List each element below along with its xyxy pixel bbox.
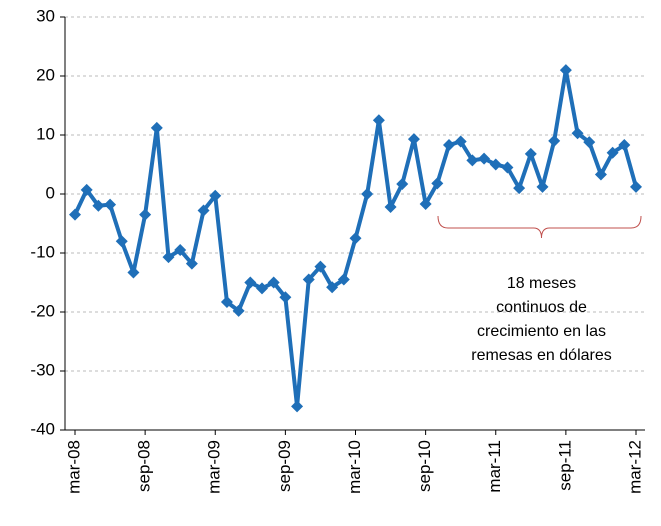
point-marker xyxy=(454,135,467,148)
point-marker xyxy=(279,291,292,304)
x-tick-label: sep-10 xyxy=(415,440,434,492)
point-marker xyxy=(244,276,257,289)
x-tick-label: sep-09 xyxy=(275,440,294,492)
point-marker xyxy=(384,200,397,213)
point-marker xyxy=(466,154,479,167)
point-marker xyxy=(197,204,210,217)
point-marker xyxy=(513,182,526,195)
y-tick-label: -10 xyxy=(30,242,55,261)
y-tick-label: -20 xyxy=(30,301,55,320)
point-marker xyxy=(419,198,432,211)
point-marker xyxy=(209,189,222,202)
point-marker xyxy=(337,273,350,286)
point-marker xyxy=(232,304,245,317)
y-tick-label: 0 xyxy=(46,183,55,202)
point-marker xyxy=(594,168,607,181)
point-marker xyxy=(478,152,491,165)
point-marker xyxy=(431,177,444,190)
point-marker xyxy=(548,134,561,147)
point-marker xyxy=(489,158,502,171)
x-tick-label: sep-11 xyxy=(555,440,574,491)
point-marker xyxy=(174,244,187,257)
point-marker xyxy=(104,198,117,211)
point-marker xyxy=(349,232,362,245)
point-marker xyxy=(139,208,152,221)
annotation-text: continuos de xyxy=(496,299,587,316)
point-marker xyxy=(559,64,572,77)
point-marker xyxy=(606,146,619,159)
y-tick-label: 10 xyxy=(36,124,55,143)
x-tick-label: mar-11 xyxy=(485,440,504,493)
point-marker xyxy=(302,273,315,286)
annotation-text: 18 meses xyxy=(507,275,576,292)
point-marker xyxy=(361,188,374,200)
point-marker xyxy=(314,260,327,273)
point-marker xyxy=(501,161,514,174)
point-marker xyxy=(92,199,105,212)
point-marker xyxy=(583,136,596,149)
point-marker xyxy=(630,180,642,193)
x-tick-label: mar-08 xyxy=(64,440,83,494)
point-marker xyxy=(396,177,409,190)
y-tick-label: -40 xyxy=(30,419,55,438)
y-tick-label: -30 xyxy=(30,360,55,379)
point-marker xyxy=(407,133,420,146)
point-marker xyxy=(220,295,233,308)
point-marker xyxy=(267,276,280,289)
bracket xyxy=(437,215,642,239)
point-marker xyxy=(372,114,385,127)
point-marker xyxy=(536,180,549,193)
point-marker xyxy=(150,121,163,134)
point-marker xyxy=(443,139,455,152)
y-tick-label: 20 xyxy=(36,65,55,84)
x-tick-label: mar-09 xyxy=(205,440,224,494)
point-marker xyxy=(256,282,268,295)
point-marker xyxy=(80,183,93,196)
y-tick-label: 30 xyxy=(36,6,55,25)
point-marker xyxy=(162,251,175,264)
point-marker xyxy=(291,400,304,413)
annotation-text: remesas en dólares xyxy=(471,347,612,364)
x-tick-label: mar-12 xyxy=(625,440,644,494)
x-tick-label: mar-10 xyxy=(345,440,364,494)
annotation-text: crecimiento en las xyxy=(477,323,606,340)
point-marker xyxy=(69,208,81,221)
point-marker xyxy=(618,139,631,152)
x-tick-label: sep-08 xyxy=(135,440,154,492)
point-marker xyxy=(326,281,339,294)
point-marker xyxy=(571,127,584,140)
point-marker xyxy=(127,266,140,279)
point-marker xyxy=(524,147,537,160)
point-marker xyxy=(115,235,128,248)
point-marker xyxy=(185,257,198,270)
